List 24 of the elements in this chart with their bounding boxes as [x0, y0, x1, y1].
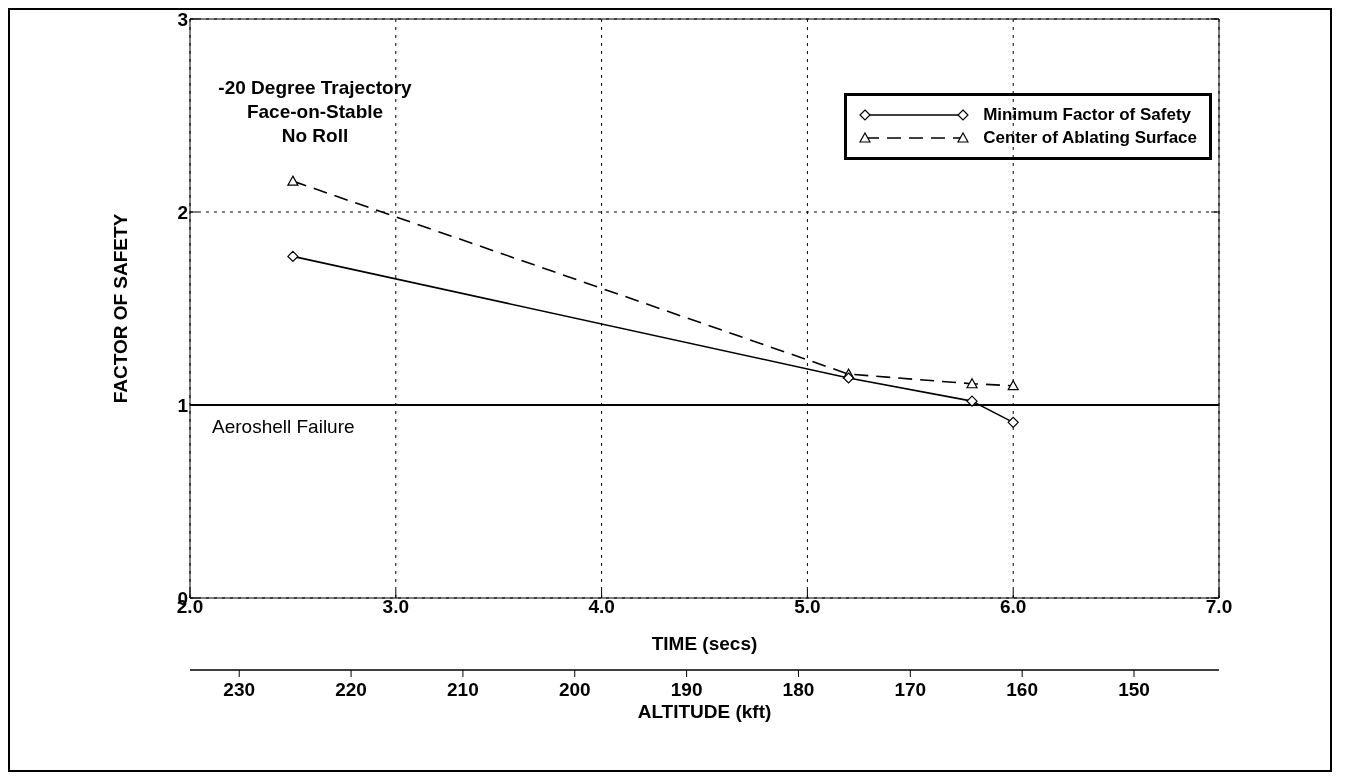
y-tick-label: 3: [177, 8, 188, 30]
x2-tick-label: 180: [782, 679, 815, 700]
ref-line-label: Aeroshell Failure: [212, 416, 355, 437]
x2-tick-label: 200: [558, 679, 591, 700]
x-tick-label: 7.0: [1205, 596, 1233, 618]
x2-axis-title: ALTITUDE (kft): [637, 701, 772, 722]
annotation: -20 Degree Trajectory Face-on-Stable No Roll: [218, 77, 413, 146]
x-tick-label: 4.0: [588, 596, 615, 618]
x-tick-label: 3.0: [382, 596, 410, 618]
x2-tick-label: 220: [335, 679, 367, 700]
y-axis-title: FACTOR OF SAFETY: [109, 213, 131, 404]
x-tick-label: 6.0: [999, 596, 1027, 618]
x2-tick-label: 150: [1118, 679, 1150, 700]
x2-tick-label: 160: [1006, 679, 1038, 700]
x2-tick-label: 190: [670, 679, 703, 700]
x2-tick-label: 230: [223, 679, 256, 700]
x-axis-title: TIME (secs): [651, 633, 758, 654]
x-tick-label: 5.0: [794, 596, 821, 618]
y-tick-label: 2: [177, 201, 188, 223]
x2-tick-label: 210: [447, 679, 479, 700]
x2-tick-label: 170: [894, 679, 927, 700]
y-tick-label: 1: [177, 394, 189, 416]
legend-label: Minimum Factor of Safety: [983, 105, 1192, 125]
legend-label: Center of Ablating Surface: [983, 128, 1197, 148]
